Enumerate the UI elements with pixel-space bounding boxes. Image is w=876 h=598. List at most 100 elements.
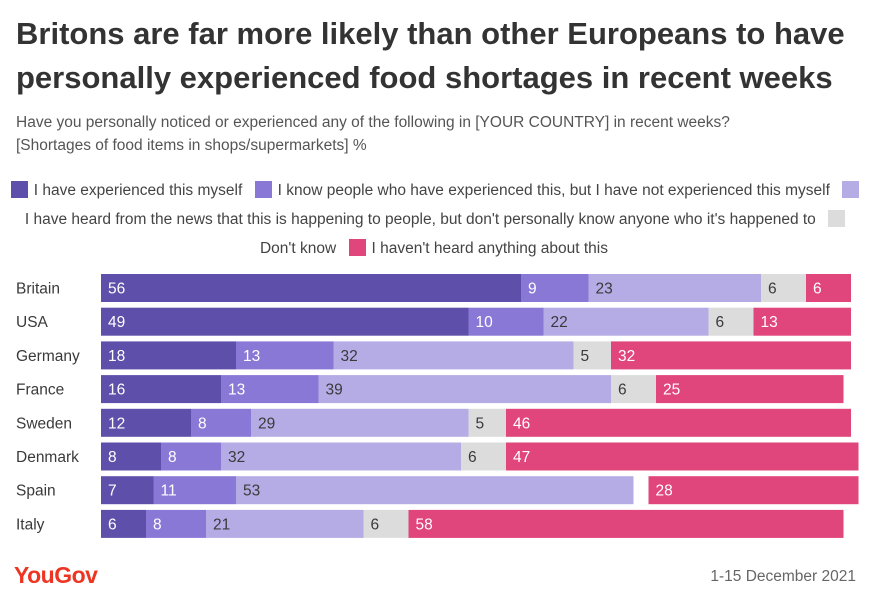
data-label: 39 xyxy=(326,382,343,399)
bar-segment xyxy=(318,375,611,404)
category-label: Denmark xyxy=(16,449,79,466)
data-label: 29 xyxy=(258,415,275,432)
data-label: 13 xyxy=(228,382,245,399)
data-label: 21 xyxy=(213,516,230,533)
bar-segment xyxy=(521,274,589,302)
legend-item-know-people: I know people who have experienced this,… xyxy=(254,181,830,199)
data-label: 28 xyxy=(656,483,673,500)
data-label: 6 xyxy=(108,516,117,533)
bar-segment xyxy=(161,442,221,471)
bar-segment xyxy=(588,274,761,302)
bar-segment xyxy=(333,341,574,370)
data-label: 32 xyxy=(341,348,358,365)
data-label: 8 xyxy=(153,516,162,533)
bar-segment xyxy=(543,307,709,336)
legend-swatch xyxy=(828,210,846,227)
bar-segment xyxy=(101,375,221,404)
legend-item-dont-know: Don't know xyxy=(259,210,851,257)
bar-segment xyxy=(761,274,806,302)
bar-segment xyxy=(221,442,461,471)
data-label: 6 xyxy=(716,314,725,331)
bar-segment xyxy=(363,509,409,538)
data-label: 10 xyxy=(476,314,494,331)
category-label: Spain xyxy=(16,483,56,500)
bar-segment xyxy=(101,307,469,336)
data-label: 32 xyxy=(618,348,635,365)
data-label: 32 xyxy=(228,449,245,466)
data-label: 7 xyxy=(108,483,117,500)
bar-segment xyxy=(806,274,851,302)
data-label: 6 xyxy=(618,382,627,399)
yougov-logo: YouGov xyxy=(14,562,98,588)
data-label: 13 xyxy=(243,348,260,365)
legend-item-not-heard: I haven't heard anything about this xyxy=(348,239,608,257)
bar-segment xyxy=(206,509,364,538)
legend-item-experienced: I have experienced this myself xyxy=(10,181,243,199)
subtitle-item: [Shortages of food items in shops/superm… xyxy=(16,137,367,154)
data-label: 53 xyxy=(243,483,260,500)
data-label: 18 xyxy=(108,348,125,365)
data-label: 5 xyxy=(581,348,590,365)
bar-segment xyxy=(408,509,844,538)
data-label: 49 xyxy=(108,314,125,331)
data-label: 6 xyxy=(371,516,380,533)
category-label: Italy xyxy=(16,516,45,533)
bar-segment xyxy=(461,442,506,471)
data-label: 46 xyxy=(513,415,530,432)
data-label: 16 xyxy=(108,382,125,399)
data-label: 56 xyxy=(108,281,125,298)
data-label: 8 xyxy=(198,415,207,432)
data-label: 6 xyxy=(813,281,822,298)
bar-segment xyxy=(648,476,859,505)
bar-segment xyxy=(101,408,191,437)
bar-segment xyxy=(506,408,851,437)
subtitle-question: Have you personally noticed or experienc… xyxy=(16,114,730,131)
bar-segment xyxy=(753,307,851,336)
category-label: Germany xyxy=(16,348,80,365)
legend-swatch xyxy=(842,181,860,198)
legend-label: I know people who have experienced this,… xyxy=(277,182,830,199)
bar-segment xyxy=(236,341,334,370)
bar-segment xyxy=(101,341,236,370)
bar-segment xyxy=(611,375,656,404)
data-label: 8 xyxy=(108,449,117,466)
bar-segment xyxy=(153,476,236,505)
legend-label: I have heard from the news that this is … xyxy=(24,211,816,228)
bar-segment xyxy=(656,375,844,404)
bar-segment xyxy=(573,341,611,370)
bar-segment xyxy=(708,307,754,336)
legend-label: I have experienced this myself xyxy=(33,182,243,199)
chart-title: Britons are far more likely than other E… xyxy=(16,16,845,95)
bar-segment xyxy=(251,408,469,437)
data-label: 5 xyxy=(476,415,485,432)
bar-segment xyxy=(506,442,859,471)
bar-segment xyxy=(221,375,319,404)
bar-segment xyxy=(146,509,206,538)
legend: I have experienced this myself I know pe… xyxy=(10,176,866,263)
category-label: Britain xyxy=(16,281,60,298)
category-label: France xyxy=(16,382,64,399)
legend-label: Don't know xyxy=(259,240,337,257)
category-label: Sweden xyxy=(16,415,72,432)
bar-segment xyxy=(101,442,161,471)
data-label: 22 xyxy=(551,314,568,331)
bar-segment xyxy=(468,408,506,437)
bar-segment xyxy=(468,307,544,336)
bar-segment xyxy=(101,476,154,505)
data-label: 13 xyxy=(761,314,778,331)
data-label: 23 xyxy=(596,281,613,298)
legend-swatch xyxy=(254,181,272,198)
bar-segment xyxy=(236,476,634,505)
data-label: 12 xyxy=(108,415,125,432)
data-label: 6 xyxy=(768,281,777,298)
bar-segment xyxy=(611,341,851,370)
legend-item-heard-news: I have heard from the news that this is … xyxy=(24,181,865,228)
data-label: 8 xyxy=(168,449,177,466)
bar-segment xyxy=(101,274,521,302)
data-label: 11 xyxy=(161,483,177,500)
data-label: 25 xyxy=(663,382,680,399)
data-label: 47 xyxy=(513,449,530,466)
category-label: USA xyxy=(16,314,49,331)
bar-segment xyxy=(191,408,251,437)
